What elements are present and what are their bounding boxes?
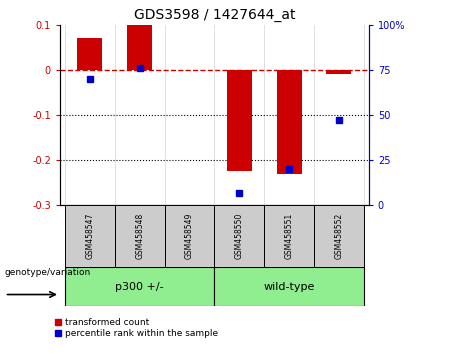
Bar (65, 267, 214, 306)
Text: wild-type: wild-type (263, 282, 315, 292)
Bar (127, 25, 152, 70)
Bar (326, 70, 351, 74)
Bar (214, 267, 364, 306)
Bar (277, 70, 301, 174)
Bar (314, 205, 364, 267)
Bar (264, 205, 314, 267)
Text: genotype/variation: genotype/variation (5, 268, 91, 277)
Bar (65, 205, 115, 267)
Text: GSM458547: GSM458547 (85, 213, 95, 259)
Legend: transformed count, percentile rank within the sample: transformed count, percentile rank withi… (55, 319, 218, 338)
Text: p300 +/-: p300 +/- (115, 282, 164, 292)
Text: GSM458552: GSM458552 (334, 213, 343, 259)
Bar (165, 205, 214, 267)
Bar (115, 205, 165, 267)
Bar (77, 38, 102, 70)
Text: GSM458551: GSM458551 (284, 213, 294, 259)
Text: GSM458548: GSM458548 (135, 213, 144, 259)
Bar (214, 205, 264, 267)
Text: GSM458549: GSM458549 (185, 213, 194, 259)
Title: GDS3598 / 1427644_at: GDS3598 / 1427644_at (134, 8, 295, 22)
Text: GSM458550: GSM458550 (235, 213, 244, 259)
Bar (227, 70, 252, 171)
